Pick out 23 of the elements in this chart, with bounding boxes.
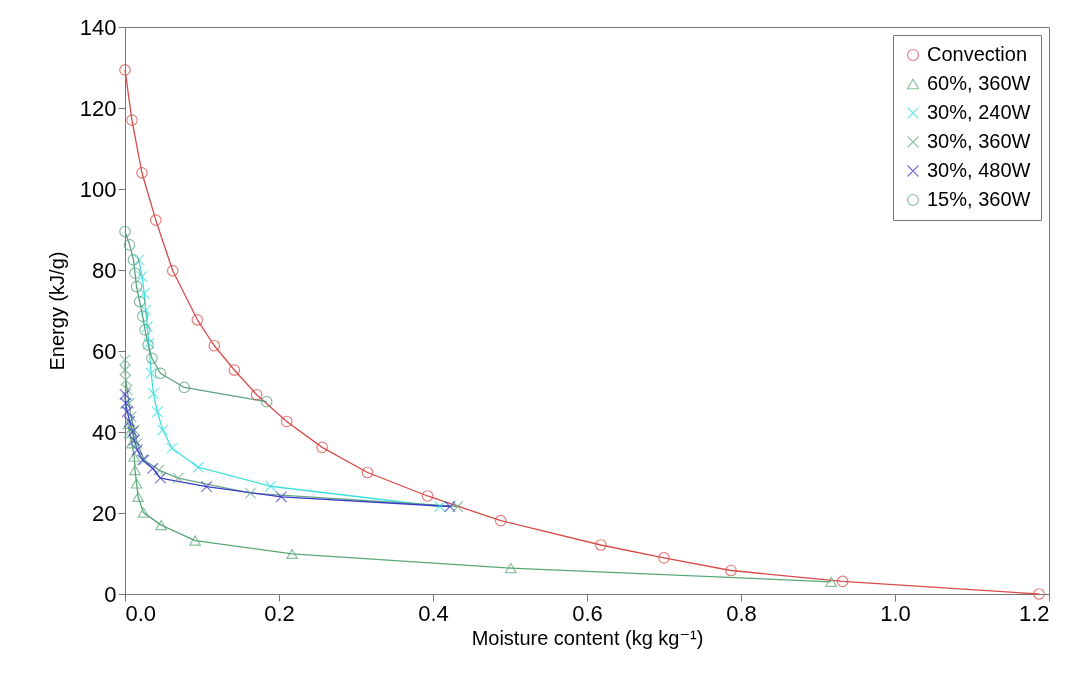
legend-label: 30%, 240W <box>927 101 1031 123</box>
legend-label: 15%, 360W <box>927 188 1031 210</box>
x-axis-title: Moisture content (kg kg⁻¹) <box>471 626 704 649</box>
y-tick-label: 100 <box>79 176 117 202</box>
legend-label: 30%, 480W <box>927 159 1031 181</box>
x-tick-label: 0.6 <box>572 600 603 626</box>
x-tick-label: 0.8 <box>726 600 757 626</box>
x-tick-label: 0.0 <box>125 600 157 626</box>
y-tick-label: 80 <box>92 257 117 283</box>
x-tick-label: 1.0 <box>880 600 911 626</box>
y-tick-label: 60 <box>92 338 117 364</box>
legend-label: 30%, 360W <box>927 130 1031 152</box>
y-tick-label: 120 <box>79 95 117 121</box>
x-tick-label: 0.4 <box>418 600 449 626</box>
y-tick-label: 0 <box>104 581 117 607</box>
legend-label: Convection <box>927 43 1028 65</box>
y-tick-label: 140 <box>79 14 117 40</box>
y-axis-title: Energy (kJ/g) <box>45 251 68 371</box>
x-tick-label: 0.2 <box>264 600 295 626</box>
y-tick-label: 20 <box>92 500 117 526</box>
x-tick-label: 1.2 <box>1018 600 1050 626</box>
legend-label: 60%, 360W <box>927 72 1031 94</box>
y-tick-label: 40 <box>92 419 117 445</box>
